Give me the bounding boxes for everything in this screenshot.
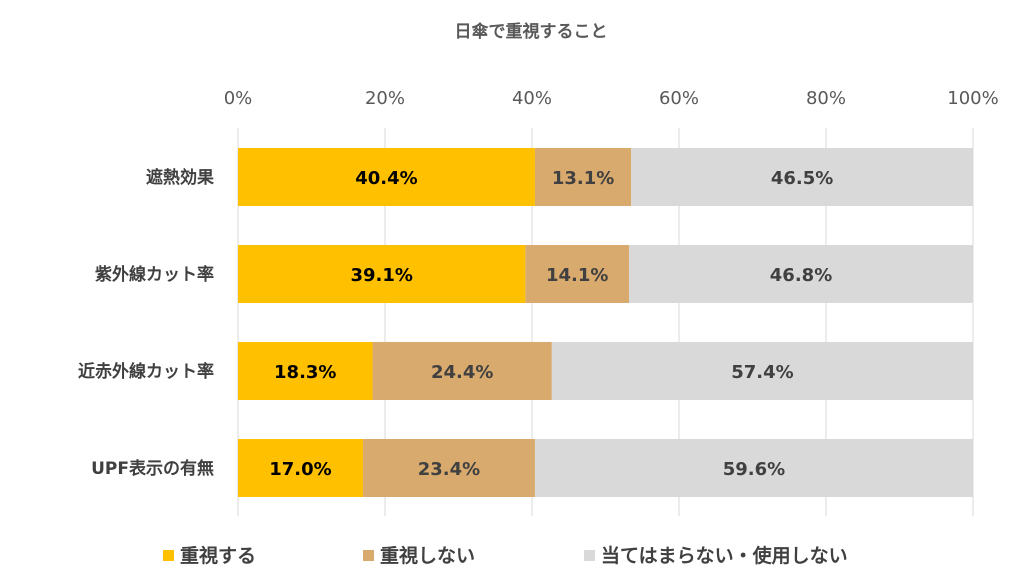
data-label: 46.8% bbox=[770, 265, 832, 286]
data-label: 23.4% bbox=[418, 459, 480, 480]
data-label: 46.5% bbox=[771, 168, 833, 189]
legend-swatch bbox=[363, 550, 374, 561]
chart-title: 日傘で重視すること bbox=[455, 21, 608, 42]
data-label: 18.3% bbox=[274, 362, 336, 383]
data-label: 57.4% bbox=[731, 362, 793, 383]
x-tick-label: 80% bbox=[806, 88, 846, 109]
data-label: 14.1% bbox=[546, 265, 608, 286]
x-tick-label: 20% bbox=[365, 88, 405, 109]
bar-segment bbox=[631, 148, 973, 206]
data-label: 40.4% bbox=[355, 168, 417, 189]
bar-segment bbox=[534, 439, 973, 497]
legend-label: 重視しない bbox=[380, 544, 475, 567]
category-label: 遮熱効果 bbox=[146, 167, 214, 188]
bar-segment bbox=[362, 439, 535, 497]
data-label: 17.0% bbox=[269, 459, 331, 480]
legend-label: 重視する bbox=[180, 544, 256, 567]
x-tick-label: 0% bbox=[224, 88, 253, 109]
data-label: 24.4% bbox=[431, 362, 493, 383]
bar-segment bbox=[551, 342, 973, 400]
category-label: UPF表示の有無 bbox=[91, 458, 214, 479]
x-tick-label: 100% bbox=[947, 88, 998, 109]
legend-swatch bbox=[584, 550, 595, 561]
x-tick-label: 60% bbox=[659, 88, 699, 109]
bar-segment bbox=[534, 148, 632, 206]
category-label: 近赤外線カット率 bbox=[78, 361, 214, 382]
legend-swatch bbox=[163, 550, 174, 561]
bar-segment bbox=[238, 245, 526, 303]
category-label: 紫外線カット率 bbox=[95, 264, 214, 285]
legend-label: 当てはまらない・使用しない bbox=[601, 544, 848, 567]
x-tick-label: 40% bbox=[512, 88, 552, 109]
bar-segment bbox=[629, 245, 973, 303]
bar-segment bbox=[372, 342, 552, 400]
bar-segment bbox=[238, 342, 373, 400]
data-label: 39.1% bbox=[350, 265, 412, 286]
bar-segment bbox=[525, 245, 630, 303]
bar-segment bbox=[238, 148, 535, 206]
bar-segment bbox=[238, 439, 363, 497]
data-label: 13.1% bbox=[552, 168, 614, 189]
data-label: 59.6% bbox=[723, 459, 785, 480]
